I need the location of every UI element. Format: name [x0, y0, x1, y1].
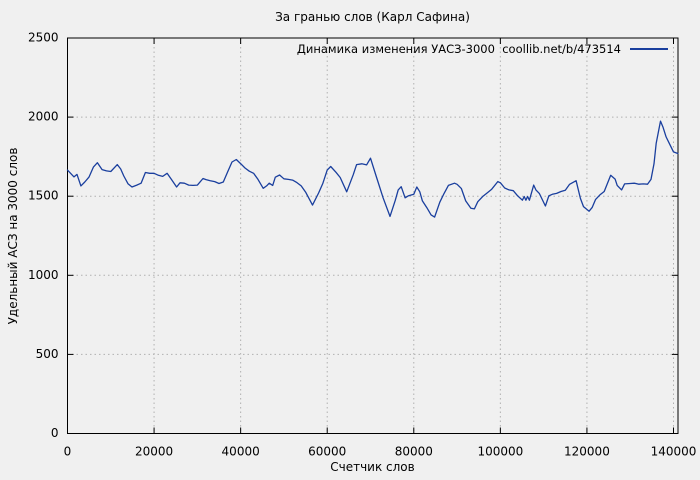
x-tick-label: 120000	[564, 445, 610, 459]
chart-title: За гранью слов (Карл Сафина)	[275, 10, 470, 24]
plot-border	[67, 37, 679, 434]
x-tick-label: 80000	[395, 445, 433, 459]
y-tick-label: 500	[36, 347, 59, 361]
x-tick-label: 140000	[651, 445, 697, 459]
y-tick-label: 0	[51, 426, 59, 440]
x-tick-label: 60000	[308, 445, 346, 459]
x-tick-label: 0	[64, 445, 72, 459]
x-tick-label: 20000	[135, 445, 173, 459]
x-tick-label: 100000	[477, 445, 523, 459]
chart-legend: Динамика изменения УАСЗ-3000 coollib.net…	[297, 42, 668, 56]
legend-label: Динамика изменения УАСЗ-3000 coollib.net…	[296, 42, 621, 56]
legend-line-sample	[630, 48, 668, 50]
y-axis-title: Удельный АСЗ на 3000 слов	[6, 147, 20, 325]
y-tick-label: 2000	[28, 110, 59, 124]
x-axis-title: Счетчик слов	[330, 460, 415, 474]
x-tick-label: 40000	[222, 445, 260, 459]
y-tick-label: 1000	[28, 268, 59, 282]
y-tick-label: 1500	[28, 189, 59, 203]
data-line	[66, 120, 679, 218]
y-tick-label: 2500	[28, 31, 59, 45]
